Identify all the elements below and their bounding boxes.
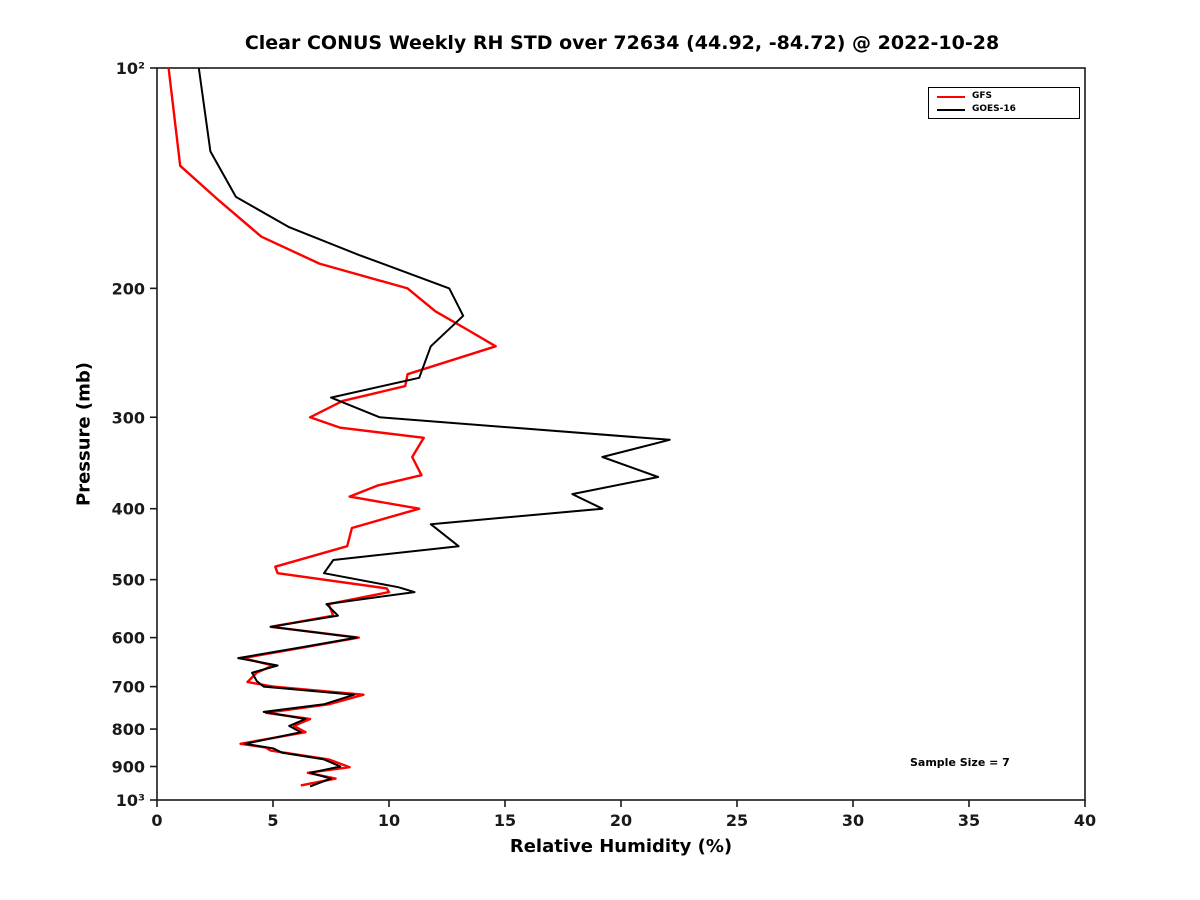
chart-title: Clear CONUS Weekly RH STD over 72634 (44… (244, 32, 1000, 54)
x-tick-label: 10 (378, 811, 400, 830)
y-tick-label: 900 (112, 758, 145, 777)
sample-size-annotation: Sample Size = 7 (910, 756, 1010, 769)
y-tick-label: 200 (112, 279, 145, 298)
x-tick-label: 40 (1074, 811, 1096, 830)
legend: GFS GOES-16 (928, 87, 1080, 119)
legend-entry-goes16: GOES-16 (937, 105, 1071, 114)
legend-label-goes16: GOES-16 (972, 104, 1016, 114)
gfs-line-swatch (937, 95, 965, 98)
y-tick-label: 10² (116, 59, 145, 78)
x-tick-label: 35 (958, 811, 980, 830)
x-axis-label: Relative Humidity (%) (509, 836, 733, 857)
y-axis-label: Pressure (mb) (73, 362, 95, 506)
y-tick-label: 400 (112, 500, 145, 519)
x-tick-label: 5 (267, 811, 278, 830)
legend-label-gfs: GFS (972, 91, 993, 101)
x-tick-label: 20 (610, 811, 632, 830)
legend-entry-gfs: GFS (937, 92, 1071, 101)
series-line-gfs (167, 67, 497, 787)
x-tick-label: 0 (151, 811, 162, 830)
goes16-line-swatch (937, 108, 965, 111)
y-tick-label: 500 (112, 571, 145, 590)
x-tick-label: 15 (494, 811, 516, 830)
y-tick-label: 700 (112, 678, 145, 697)
y-tick-label: 800 (112, 720, 145, 739)
y-tick-label: 600 (112, 629, 145, 648)
x-tick-label: 30 (842, 811, 864, 830)
y-tick-label: 10³ (116, 791, 145, 810)
x-tick-label: 25 (726, 811, 748, 830)
y-tick-label: 300 (112, 408, 145, 427)
series-line-goes-16 (197, 67, 671, 788)
